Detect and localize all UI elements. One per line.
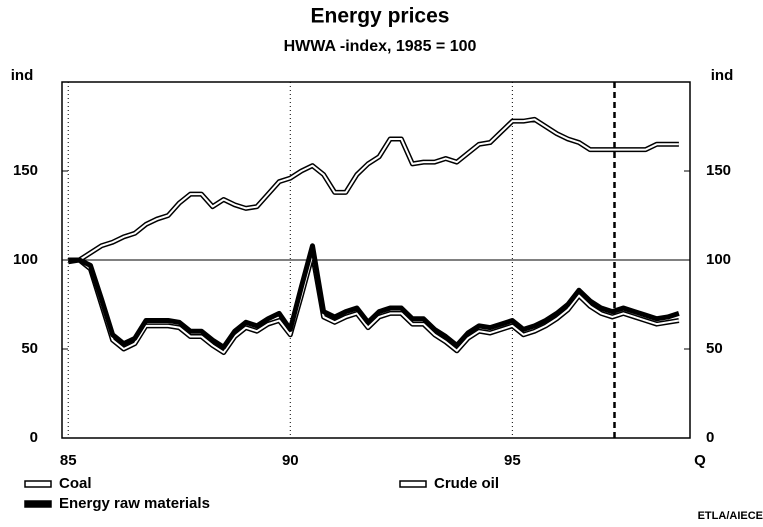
series-line bbox=[68, 118, 679, 263]
chart-title: Energy prices bbox=[311, 5, 450, 28]
source: ETLA/AIECE bbox=[698, 510, 763, 522]
legend-swatch bbox=[24, 500, 52, 508]
y-tick-label: 50 bbox=[21, 340, 38, 357]
chart-subtitle: HWWA -index, 1985 = 100 bbox=[284, 38, 477, 55]
y2-tick-label: 0 bbox=[706, 429, 714, 446]
legend-label: Coal bbox=[59, 475, 92, 492]
y2-tick-label: 50 bbox=[706, 340, 723, 357]
x-axis-label: Q bbox=[694, 452, 706, 469]
x-tick-label: 90 bbox=[282, 452, 299, 469]
y2-tick-label: 150 bbox=[706, 162, 731, 179]
y-tick-label: 100 bbox=[13, 251, 38, 268]
y-axis-label: ind bbox=[11, 67, 34, 84]
legend-label: Crude oil bbox=[434, 475, 499, 492]
legend-swatch bbox=[24, 480, 52, 488]
legend-label: Energy raw materials bbox=[59, 495, 210, 512]
series-line bbox=[68, 243, 680, 350]
y2-axis-label: ind bbox=[711, 67, 734, 84]
y-tick-label: 150 bbox=[13, 162, 38, 179]
y2-tick-label: 100 bbox=[706, 251, 731, 268]
x-tick-label: 85 bbox=[60, 452, 77, 469]
series-outline bbox=[67, 116, 679, 265]
x-tick-label: 95 bbox=[504, 452, 521, 469]
y-tick-label: 0 bbox=[30, 429, 38, 446]
legend-swatch bbox=[399, 480, 427, 488]
series-line bbox=[68, 253, 680, 354]
